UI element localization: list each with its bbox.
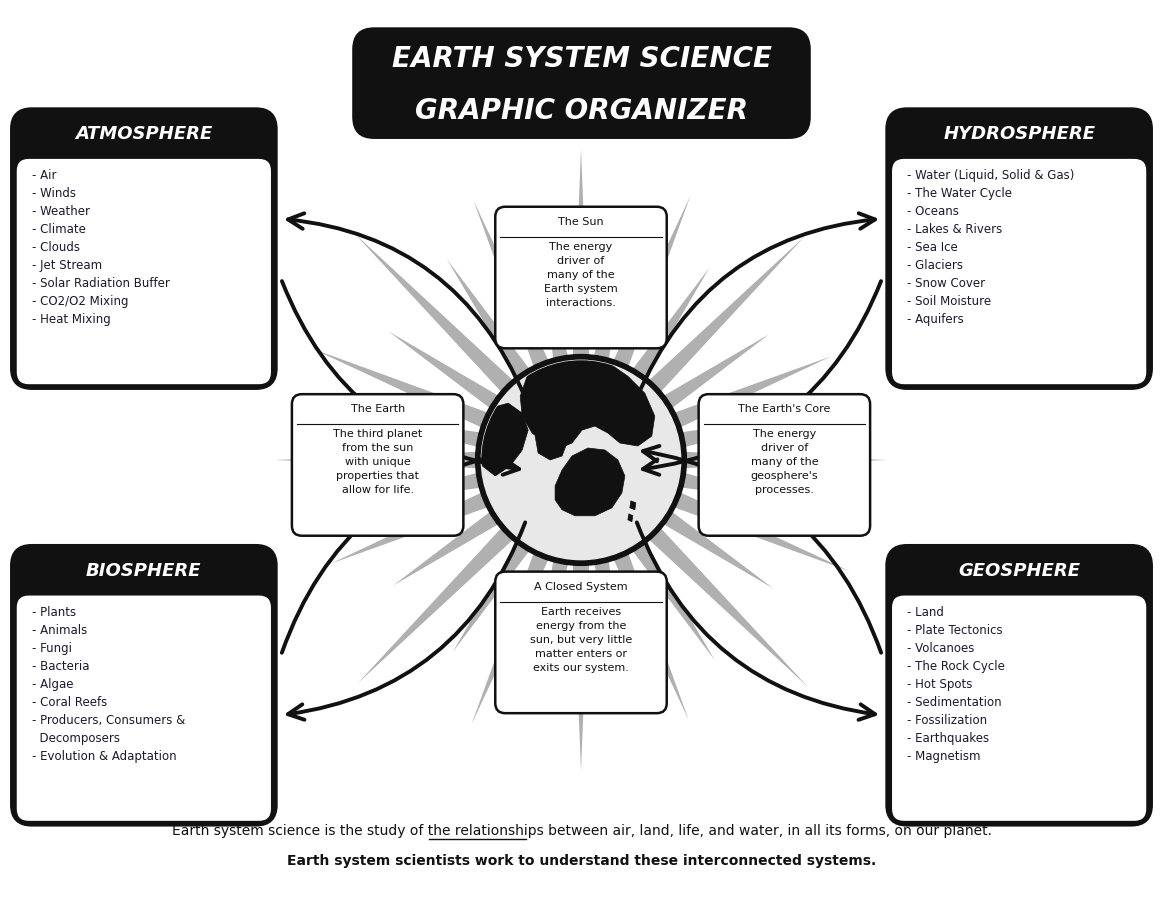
Polygon shape bbox=[635, 334, 769, 428]
Text: Earth system scientists work to understand these interconnected systems.: Earth system scientists work to understa… bbox=[287, 854, 876, 867]
Text: HYDROSPHERE: HYDROSPHERE bbox=[943, 125, 1096, 143]
FancyBboxPatch shape bbox=[292, 394, 463, 536]
FancyBboxPatch shape bbox=[495, 572, 666, 713]
Polygon shape bbox=[364, 417, 513, 455]
Text: ATMOSPHERE: ATMOSPHERE bbox=[76, 125, 213, 143]
Text: - Land
- Plate Tectonics
- Volcanoes
- The Rock Cycle
- Hot Spots
- Sedimentatio: - Land - Plate Tectonics - Volcanoes - T… bbox=[907, 605, 1005, 762]
Text: - Air
- Winds
- Weather
- Climate
- Clouds
- Jet Stream
- Solar Radiation Buffer: - Air - Winds - Weather - Climate - Clou… bbox=[31, 169, 170, 326]
Polygon shape bbox=[600, 196, 691, 397]
Text: GRAPHIC ORGANIZER: GRAPHIC ORGANIZER bbox=[415, 97, 748, 125]
FancyBboxPatch shape bbox=[699, 394, 870, 536]
Polygon shape bbox=[535, 423, 568, 460]
Text: The Earth's Core: The Earth's Core bbox=[739, 404, 830, 414]
Polygon shape bbox=[571, 532, 591, 771]
Text: A Closed System: A Closed System bbox=[534, 582, 628, 592]
Polygon shape bbox=[354, 233, 537, 416]
FancyBboxPatch shape bbox=[16, 595, 271, 821]
Polygon shape bbox=[571, 149, 591, 388]
Polygon shape bbox=[652, 451, 887, 470]
Polygon shape bbox=[586, 529, 626, 682]
Text: The energy
driver of
many of the
geosphere's
processes.: The energy driver of many of the geosphe… bbox=[750, 429, 819, 495]
Text: Earth system science is the study of the relationships between air, land, life, : Earth system science is the study of the… bbox=[171, 823, 992, 838]
Text: EARTH SYSTEM SCIENCE: EARTH SYSTEM SCIENCE bbox=[392, 45, 771, 74]
Polygon shape bbox=[520, 357, 655, 448]
Polygon shape bbox=[312, 348, 519, 441]
Text: BIOSPHERE: BIOSPHERE bbox=[86, 561, 201, 579]
Text: The Earth: The Earth bbox=[350, 404, 405, 414]
Polygon shape bbox=[357, 504, 537, 683]
Polygon shape bbox=[635, 492, 773, 588]
FancyBboxPatch shape bbox=[352, 27, 811, 139]
Text: GEOSPHERE: GEOSPHERE bbox=[958, 561, 1080, 579]
Text: - Plants
- Animals
- Fungi
- Bacteria
- Algae
- Coral Reefs
- Producers, Consume: - Plants - Animals - Fungi - Bacteria - … bbox=[31, 605, 185, 762]
Polygon shape bbox=[613, 515, 715, 661]
Polygon shape bbox=[625, 236, 805, 416]
FancyBboxPatch shape bbox=[12, 546, 276, 825]
Text: The third planet
from the sun
with unique
properties that
allow for life.: The third planet from the sun with uniqu… bbox=[333, 429, 422, 495]
Polygon shape bbox=[452, 515, 549, 652]
Circle shape bbox=[477, 357, 685, 564]
Polygon shape bbox=[478, 403, 528, 476]
Circle shape bbox=[481, 360, 680, 559]
FancyBboxPatch shape bbox=[16, 159, 271, 384]
Polygon shape bbox=[643, 479, 850, 571]
Polygon shape bbox=[600, 523, 688, 719]
Polygon shape bbox=[650, 414, 813, 455]
FancyBboxPatch shape bbox=[495, 207, 666, 348]
Polygon shape bbox=[537, 238, 577, 392]
Polygon shape bbox=[447, 260, 549, 406]
Polygon shape bbox=[349, 464, 513, 506]
Text: The Sun: The Sun bbox=[558, 216, 604, 226]
Polygon shape bbox=[473, 200, 562, 397]
Polygon shape bbox=[393, 492, 527, 585]
Polygon shape bbox=[555, 448, 625, 515]
Polygon shape bbox=[586, 224, 628, 392]
FancyBboxPatch shape bbox=[12, 109, 276, 388]
Polygon shape bbox=[534, 529, 577, 697]
Polygon shape bbox=[274, 451, 509, 470]
Polygon shape bbox=[471, 523, 562, 725]
FancyBboxPatch shape bbox=[892, 159, 1147, 384]
FancyBboxPatch shape bbox=[887, 546, 1151, 825]
Polygon shape bbox=[330, 479, 519, 564]
Polygon shape bbox=[650, 464, 798, 503]
Polygon shape bbox=[643, 357, 832, 441]
Polygon shape bbox=[628, 514, 633, 522]
FancyBboxPatch shape bbox=[892, 595, 1147, 821]
Text: - Water (Liquid, Solid & Gas)
- The Water Cycle
- Oceans
- Lakes & Rivers
- Sea : - Water (Liquid, Solid & Gas) - The Wate… bbox=[907, 169, 1075, 326]
Polygon shape bbox=[613, 268, 709, 406]
FancyBboxPatch shape bbox=[887, 109, 1151, 388]
Text: Earth receives
energy from the
sun, but very little
matter enters or
exits our s: Earth receives energy from the sun, but … bbox=[530, 606, 633, 673]
Polygon shape bbox=[630, 501, 636, 510]
Polygon shape bbox=[388, 331, 527, 428]
Text: The energy
driver of
many of the
Earth system
interactions.: The energy driver of many of the Earth s… bbox=[544, 242, 618, 308]
Polygon shape bbox=[625, 504, 808, 687]
